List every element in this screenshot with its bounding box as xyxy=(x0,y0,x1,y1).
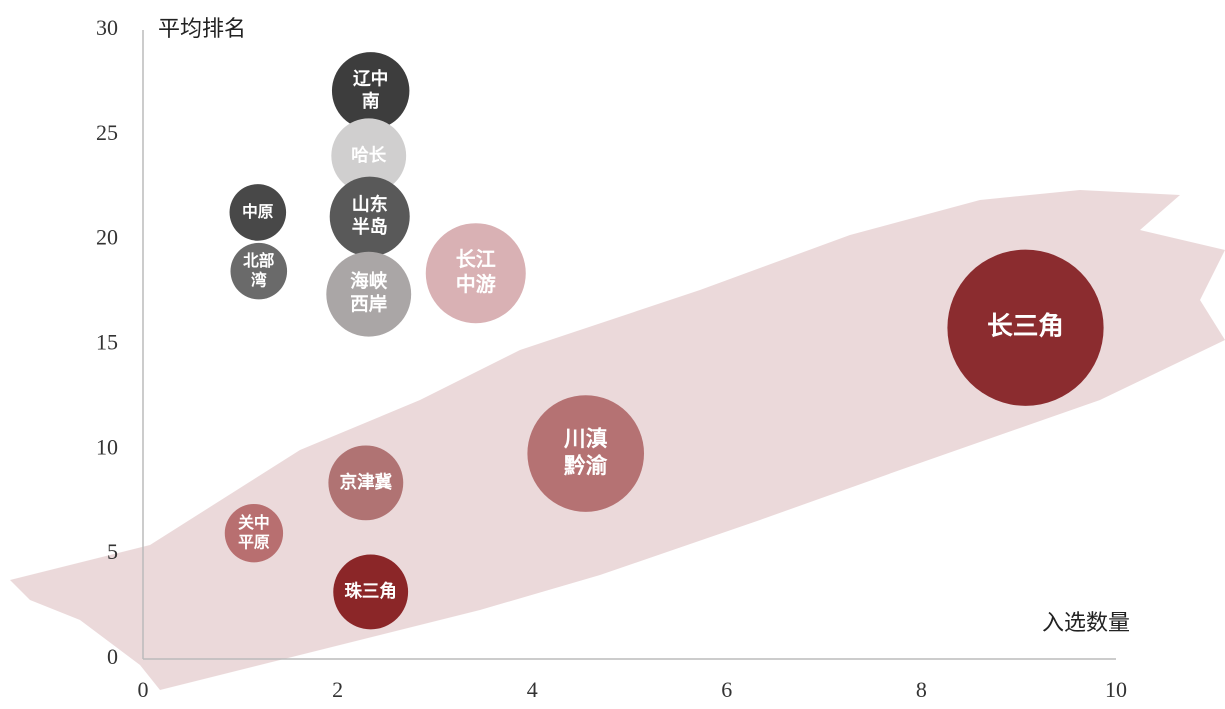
bubble-label: 北部 xyxy=(243,251,275,270)
bubble-label: 海峡 xyxy=(350,271,387,293)
y-tick-label: 5 xyxy=(107,539,118,564)
y-tick-label: 25 xyxy=(96,120,118,145)
x-axis-title: 入选数量 xyxy=(1042,611,1130,636)
bubble xyxy=(224,504,284,563)
x-tick-label: 10 xyxy=(1105,677,1127,702)
bubble xyxy=(425,223,526,324)
bubble xyxy=(328,445,404,521)
bubble xyxy=(331,118,407,194)
y-tick-label: 0 xyxy=(107,644,118,669)
bubble xyxy=(331,52,410,130)
x-tick-label: 6 xyxy=(721,677,732,702)
bubble-label: 山东 xyxy=(352,193,388,215)
x-tick-label: 2 xyxy=(332,677,343,702)
y-tick-label: 10 xyxy=(96,434,118,459)
bubble-label: 黔渝 xyxy=(564,453,608,479)
bubble-label: 湾 xyxy=(251,270,267,289)
bubble-label: 南 xyxy=(362,90,380,112)
bubble xyxy=(326,251,412,337)
x-tick-label: 8 xyxy=(916,677,927,702)
bubble-label: 平原 xyxy=(238,533,270,552)
bubble xyxy=(947,249,1104,406)
bubble-label: 川滇 xyxy=(563,427,608,452)
bubble-label: 长江 xyxy=(456,247,496,271)
y-tick-label: 15 xyxy=(96,330,118,355)
bubble xyxy=(329,176,410,257)
bubble-label: 半岛 xyxy=(352,216,388,238)
bubble-label: 关中 xyxy=(238,513,270,532)
bubble-label: 长三角 xyxy=(987,311,1064,342)
bubble-label: 哈长 xyxy=(351,145,386,166)
bubble xyxy=(229,184,287,241)
bubble xyxy=(333,554,409,630)
bubble xyxy=(230,242,288,300)
bubble-label: 京津冀 xyxy=(340,472,393,493)
bubble-label: 辽中 xyxy=(353,68,388,90)
bubble xyxy=(527,395,645,512)
bubble-label: 中游 xyxy=(456,272,496,296)
bubble-label: 西岸 xyxy=(350,294,387,316)
bubble-label: 中原 xyxy=(242,202,274,221)
y-tick-label: 20 xyxy=(96,225,118,250)
x-tick-label: 0 xyxy=(138,677,149,702)
x-tick-label: 4 xyxy=(527,677,538,702)
y-tick-label: 30 xyxy=(96,15,118,40)
y-axis-title: 平均排名 xyxy=(158,17,246,42)
bubble-label: 珠三角 xyxy=(344,581,396,602)
